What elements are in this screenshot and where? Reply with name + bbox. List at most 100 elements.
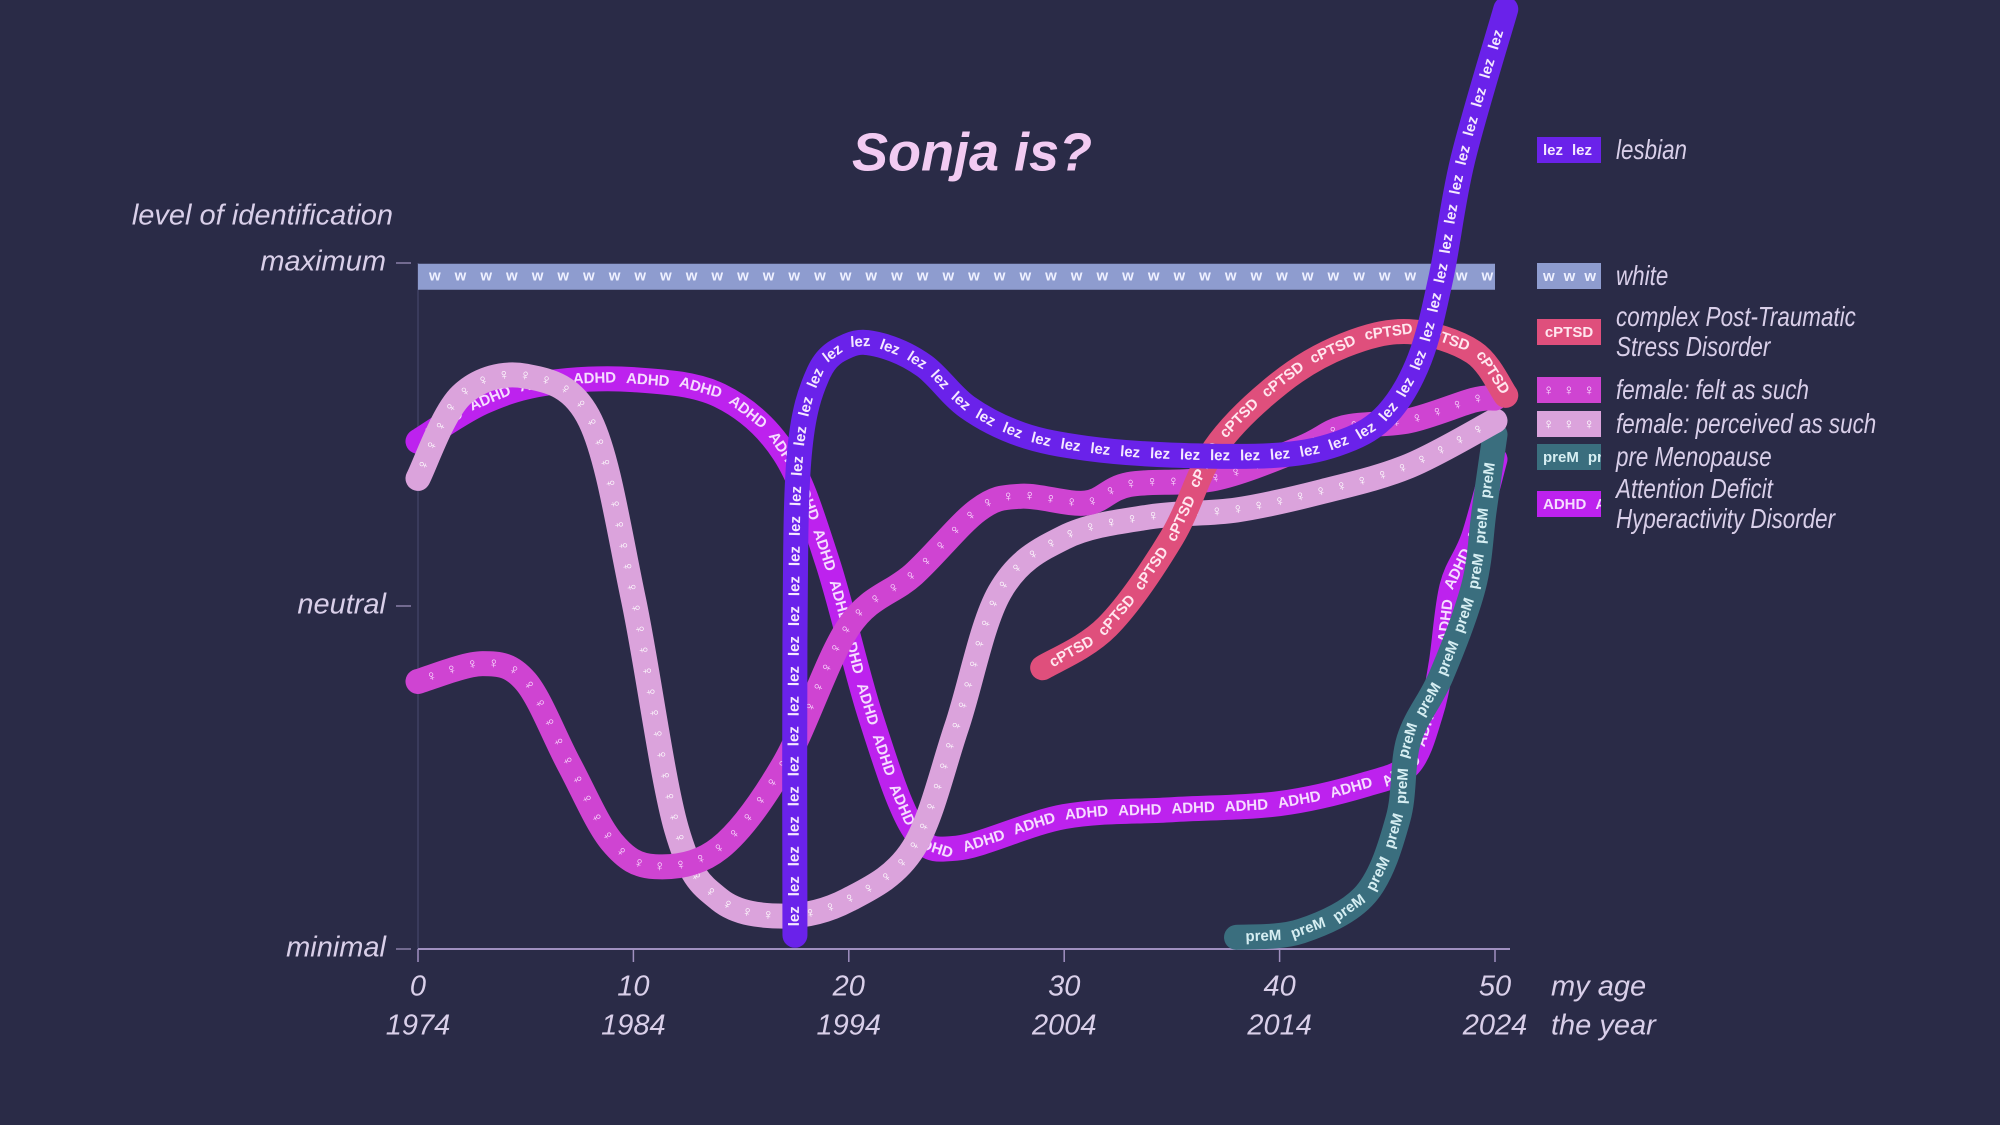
ribbon-tag: lez xyxy=(1446,173,1467,196)
ribbon-tag: ♀ xyxy=(928,779,948,795)
ribbon-tag: ♀ xyxy=(538,370,554,390)
ribbon-tag: w xyxy=(916,268,929,285)
legend-tag: cPTSD xyxy=(1545,324,1594,341)
ribbon-tag: w xyxy=(505,268,518,285)
ribbon-tag: w xyxy=(1455,268,1468,285)
series-ribbon xyxy=(1224,422,1508,950)
legend-swatch xyxy=(1537,411,1601,437)
ribbon-tag: lez xyxy=(850,333,871,351)
ribbon-tag: ♀ xyxy=(487,654,500,672)
ribbon-tag: ♀ xyxy=(1065,493,1078,511)
ribbon-tag: ♀ xyxy=(1124,474,1138,493)
ribbon-tag: ♀ xyxy=(940,738,960,754)
ribbon-tag: ♀ xyxy=(618,559,637,573)
ribbon-tag: w xyxy=(1352,268,1365,285)
x-tick-label: 20 xyxy=(832,971,865,1003)
ribbon-labels: preM preMpreMpreMpreMpreMpreMpreMpreMpreM… xyxy=(1245,461,1499,945)
legend-swatch xyxy=(1537,137,1601,163)
legend-tag: ♀ xyxy=(1563,382,1574,399)
ribbon-tag: ♀ xyxy=(631,853,647,873)
ribbon-tag: lez xyxy=(1000,419,1025,442)
y-tick-label: maximum xyxy=(260,246,386,278)
legend-tag: lez xyxy=(1543,142,1563,159)
ribbon-tag: w xyxy=(1327,268,1340,285)
legend-swatch-labels: ♀ ♀ ♀ ♀ xyxy=(1543,382,1595,399)
legend-label: lesbian xyxy=(1616,134,1687,165)
ribbon-tag: preM xyxy=(1472,507,1493,544)
legend-label: pre Menopause xyxy=(1616,441,1772,472)
ribbon-tag: ♀ xyxy=(1211,503,1223,521)
ribbon-tag: ♀ xyxy=(1104,513,1118,532)
legend-swatch-labels: ADHD ADHD xyxy=(1543,496,1601,513)
x-tick-label: 0 xyxy=(410,971,426,1003)
legend-tag: ♀ xyxy=(1543,382,1554,399)
ribbon-tag: ♀ xyxy=(638,664,657,678)
ribbon-tag: lez xyxy=(786,666,803,686)
ribbon-tag: lez xyxy=(786,636,803,656)
ribbon-tag: ♀ xyxy=(626,601,645,615)
ribbon-tag: w xyxy=(1378,268,1391,285)
ribbon-tag: lez xyxy=(1150,445,1171,463)
ribbon-tag: w xyxy=(633,268,646,285)
legend-label: complex Post-Traumatic Stress Disorder xyxy=(1616,301,1856,362)
ribbon-tag: ♀ xyxy=(1023,487,1036,505)
legend-swatch xyxy=(1537,319,1601,345)
ribbon-tag: ♀ xyxy=(970,636,989,652)
legend-label: white xyxy=(1616,260,1669,291)
ribbon-tag: ♀ xyxy=(1168,473,1180,490)
ribbon-tag: ♀ xyxy=(670,830,690,846)
y-tick-label: minimal xyxy=(286,932,387,964)
ribbon-tag: lez xyxy=(1431,262,1452,285)
ribbon-tag: w xyxy=(531,268,544,285)
ribbon-tag: w xyxy=(967,268,980,285)
legend-tag: ♀ xyxy=(1543,416,1554,433)
x2-tick-label: 2004 xyxy=(1031,1010,1097,1042)
ribbon-tag: ♀ xyxy=(1252,496,1266,515)
ribbon-tag: lez xyxy=(789,455,807,476)
legend-swatch-labels: cPTSD xyxy=(1545,324,1594,341)
ribbon-tag: lez xyxy=(1468,85,1490,109)
ribbon-tag: lez xyxy=(1269,445,1290,464)
ribbon-tag: lez xyxy=(1453,143,1474,167)
ribbon-tag: ♀ xyxy=(1429,402,1445,422)
ribbon-tag: ♀ xyxy=(645,706,664,720)
ribbon-tag: ♀ xyxy=(1084,491,1100,511)
ribbon-tag: ♀ xyxy=(652,748,671,762)
ribbon-tag: lez xyxy=(1437,232,1457,254)
ribbon-tag: ADHD xyxy=(573,369,617,387)
legend-swatch-labels: lez lez lez xyxy=(1543,142,1592,159)
ribbon-tag: ♀ xyxy=(934,758,954,774)
ribbon-tag: ADHD xyxy=(1064,802,1109,823)
ribbon-tag: lez xyxy=(787,486,805,507)
ribbon-tag: lez xyxy=(804,366,828,391)
ribbon-tag: ♀ xyxy=(674,855,688,874)
x-axis-label: my age xyxy=(1551,971,1646,1003)
ribbon-tag: w xyxy=(1198,268,1211,285)
ribbon-tag: ♀ xyxy=(424,666,440,686)
ribbon-tag: lez xyxy=(1120,443,1141,461)
ribbon-tag: lez xyxy=(786,786,803,806)
ribbon-tag: ♀ xyxy=(656,769,675,783)
y-tick-label: neutral xyxy=(297,589,387,621)
ribbon-tag: w xyxy=(1147,268,1160,285)
ribbon-tag: lez xyxy=(786,756,803,776)
ribbon-tag: lez xyxy=(878,336,903,359)
ribbon-tag: ADHD xyxy=(626,370,671,390)
ribbon-tag: ♀ xyxy=(1044,490,1058,509)
legend-swatch xyxy=(1537,263,1601,289)
legend-tag: preM xyxy=(1588,449,1624,466)
ribbon-tag: w xyxy=(1404,268,1417,285)
ribbon-tag: w xyxy=(556,268,569,285)
x2-tick-label: 1974 xyxy=(386,1010,451,1042)
legend-label: female: perceived as such xyxy=(1616,408,1877,439)
x-tick-label: 30 xyxy=(1048,971,1080,1003)
ribbon-tag: w xyxy=(582,268,595,285)
ribbon-tag: ♀ xyxy=(444,660,460,680)
ribbon-tag: lez xyxy=(1029,429,1052,450)
ribbon-tag: ♀ xyxy=(610,518,629,532)
ribbon-tag: ♀ xyxy=(660,789,679,803)
ribbon-tag: preM xyxy=(1465,552,1488,590)
ribbon-tag: lez xyxy=(786,696,803,716)
ribbon-tag: ADHD xyxy=(1224,796,1268,815)
